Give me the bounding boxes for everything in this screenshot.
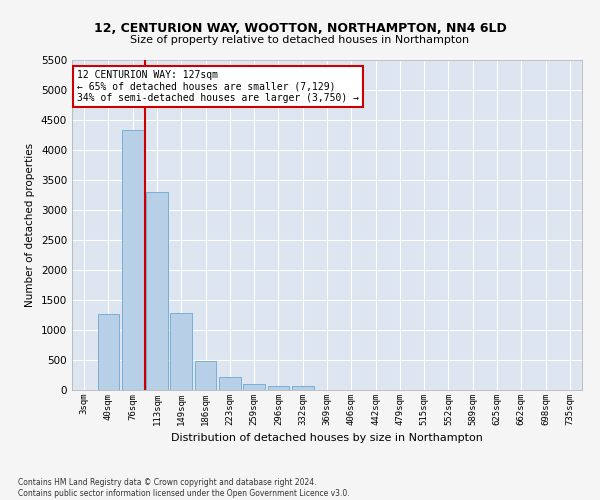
Bar bbox=[292, 386, 314, 390]
Y-axis label: Number of detached properties: Number of detached properties bbox=[25, 143, 35, 307]
X-axis label: Distribution of detached houses by size in Northampton: Distribution of detached houses by size … bbox=[171, 434, 483, 444]
Bar bbox=[194, 360, 217, 390]
Bar bbox=[170, 313, 192, 390]
Bar bbox=[268, 386, 289, 390]
Text: Contains HM Land Registry data © Crown copyright and database right 2024.
Contai: Contains HM Land Registry data © Crown c… bbox=[18, 478, 350, 498]
Text: 12 CENTURION WAY: 127sqm
← 65% of detached houses are smaller (7,129)
34% of sem: 12 CENTURION WAY: 127sqm ← 65% of detach… bbox=[77, 70, 359, 103]
Bar bbox=[97, 314, 119, 390]
Bar bbox=[243, 384, 265, 390]
Text: 12, CENTURION WAY, WOOTTON, NORTHAMPTON, NN4 6LD: 12, CENTURION WAY, WOOTTON, NORTHAMPTON,… bbox=[94, 22, 506, 36]
Bar bbox=[146, 192, 168, 390]
Text: Size of property relative to detached houses in Northampton: Size of property relative to detached ho… bbox=[130, 35, 470, 45]
Bar bbox=[122, 130, 143, 390]
Bar bbox=[219, 377, 241, 390]
